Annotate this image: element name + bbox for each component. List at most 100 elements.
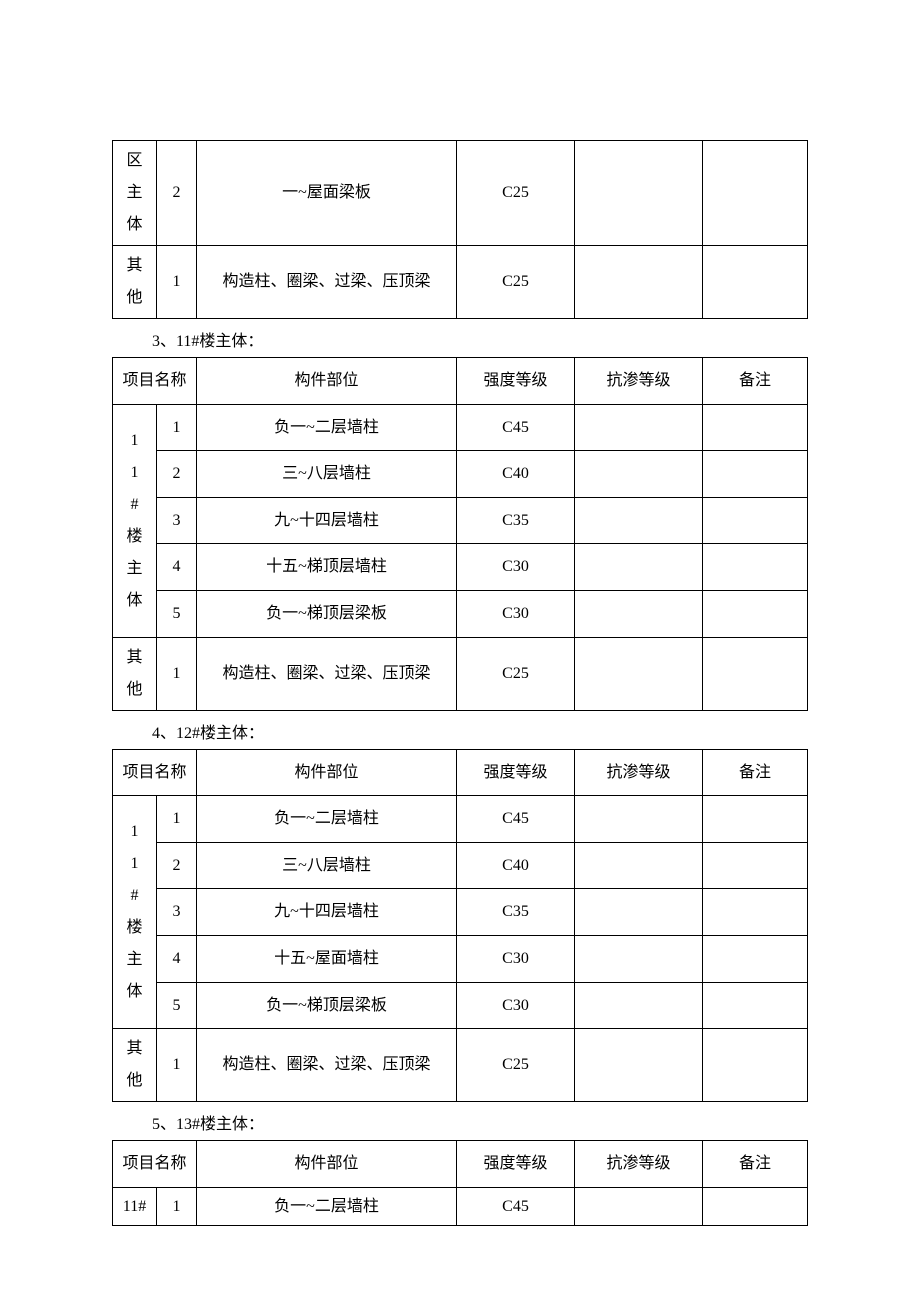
permeability-grade <box>575 590 703 637</box>
component-part: 负一~二层墙柱 <box>197 796 457 843</box>
header-perm: 抗渗等级 <box>575 358 703 405</box>
strength-grade: C40 <box>457 842 575 889</box>
row-number: 1 <box>157 1187 197 1226</box>
text: 11#楼主体 <box>126 432 142 609</box>
table-header-row: 项目名称 构件部位 强度等级 抗渗等级 备注 <box>113 749 808 796</box>
table-row: 其他 1 构造柱、圈梁、过梁、压顶梁 C25 <box>113 637 808 710</box>
row-number: 3 <box>157 497 197 544</box>
note <box>703 590 808 637</box>
permeability-grade <box>575 842 703 889</box>
table-row: 2 三~八层墙柱 C40 <box>113 842 808 889</box>
table-row: 3 九~十四层墙柱 C35 <box>113 497 808 544</box>
table-header-row: 项目名称 构件部位 强度等级 抗渗等级 备注 <box>113 358 808 405</box>
permeability-grade <box>575 1029 703 1102</box>
table-row: 区主体 2 一~屋面梁板 C25 <box>113 141 808 246</box>
section-title-4: 4、12#楼主体： <box>112 711 808 749</box>
component-part: 三~八层墙柱 <box>197 842 457 889</box>
text: 其他 <box>126 649 142 698</box>
section-title-3: 3、11#楼主体： <box>112 319 808 357</box>
permeability-grade <box>575 1187 703 1226</box>
note <box>703 935 808 982</box>
strength-grade: C25 <box>457 141 575 246</box>
section-title-5: 5、13#楼主体： <box>112 1102 808 1140</box>
note <box>703 544 808 591</box>
permeability-grade <box>575 404 703 451</box>
table-row: 5 负一~梯顶层梁板 C30 <box>113 982 808 1029</box>
component-part: 一~屋面梁板 <box>197 141 457 246</box>
note <box>703 404 808 451</box>
strength-grade: C35 <box>457 889 575 936</box>
header-part: 构件部位 <box>197 358 457 405</box>
component-part: 三~八层墙柱 <box>197 451 457 498</box>
table-row: 2 三~八层墙柱 C40 <box>113 451 808 498</box>
table-row: 3 九~十四层墙柱 C35 <box>113 889 808 936</box>
table-section-5: 项目名称 构件部位 强度等级 抗渗等级 备注 11# 1 负一~二层墙柱 C45 <box>112 1140 808 1226</box>
component-part: 构造柱、圈梁、过梁、压顶梁 <box>197 637 457 710</box>
text: 11#楼主体 <box>126 823 142 1000</box>
strength-grade: C30 <box>457 982 575 1029</box>
note <box>703 497 808 544</box>
permeability-grade <box>575 451 703 498</box>
note <box>703 637 808 710</box>
header-note: 备注 <box>703 749 808 796</box>
component-part: 构造柱、圈梁、过梁、压顶梁 <box>197 246 457 319</box>
permeability-grade <box>575 982 703 1029</box>
header-strength: 强度等级 <box>457 749 575 796</box>
component-part: 十五~梯顶层墙柱 <box>197 544 457 591</box>
strength-grade: C45 <box>457 796 575 843</box>
row-number: 3 <box>157 889 197 936</box>
table-row: 4 十五~梯顶层墙柱 C30 <box>113 544 808 591</box>
header-perm: 抗渗等级 <box>575 749 703 796</box>
text: 区主体 <box>126 152 142 233</box>
note <box>703 451 808 498</box>
row-number: 2 <box>157 842 197 889</box>
row-number: 1 <box>157 796 197 843</box>
row-number: 4 <box>157 935 197 982</box>
strength-grade: C45 <box>457 404 575 451</box>
note <box>703 1029 808 1102</box>
strength-grade: C35 <box>457 497 575 544</box>
table-row: 11#楼主体 1 负一~二层墙柱 C45 <box>113 404 808 451</box>
strength-grade: C40 <box>457 451 575 498</box>
strength-grade: C30 <box>457 544 575 591</box>
strength-grade: C25 <box>457 1029 575 1102</box>
header-part: 构件部位 <box>197 1141 457 1188</box>
component-part: 十五~屋面墙柱 <box>197 935 457 982</box>
note <box>703 141 808 246</box>
component-part: 九~十四层墙柱 <box>197 889 457 936</box>
note <box>703 982 808 1029</box>
component-part: 负一~梯顶层梁板 <box>197 590 457 637</box>
component-part: 负一~二层墙柱 <box>197 404 457 451</box>
note <box>703 842 808 889</box>
header-perm: 抗渗等级 <box>575 1141 703 1188</box>
table-row: 其他 1 构造柱、圈梁、过梁、压顶梁 C25 <box>113 1029 808 1102</box>
row-number: 1 <box>157 404 197 451</box>
permeability-grade <box>575 544 703 591</box>
permeability-grade <box>575 889 703 936</box>
permeability-grade <box>575 497 703 544</box>
component-part: 九~十四层墙柱 <box>197 497 457 544</box>
project-name-cell: 其他 <box>113 246 157 319</box>
text: 其他 <box>126 257 142 306</box>
table-section-4: 项目名称 构件部位 强度等级 抗渗等级 备注 11#楼主体 1 负一~二层墙柱 … <box>112 749 808 1103</box>
row-number: 4 <box>157 544 197 591</box>
project-name-cell: 区主体 <box>113 141 157 246</box>
table-row: 11# 1 负一~二层墙柱 C45 <box>113 1187 808 1226</box>
table-row: 其他 1 构造柱、圈梁、过梁、压顶梁 C25 <box>113 246 808 319</box>
note <box>703 889 808 936</box>
strength-grade: C25 <box>457 637 575 710</box>
row-number: 5 <box>157 982 197 1029</box>
permeability-grade <box>575 935 703 982</box>
permeability-grade <box>575 637 703 710</box>
project-name-cell: 其他 <box>113 1029 157 1102</box>
strength-grade: C45 <box>457 1187 575 1226</box>
permeability-grade <box>575 141 703 246</box>
note <box>703 796 808 843</box>
strength-grade: C25 <box>457 246 575 319</box>
strength-grade: C30 <box>457 935 575 982</box>
project-name-cell: 其他 <box>113 637 157 710</box>
header-project: 项目名称 <box>113 1141 197 1188</box>
header-project: 项目名称 <box>113 749 197 796</box>
row-number: 5 <box>157 590 197 637</box>
project-name-cell: 11# <box>113 1187 157 1226</box>
